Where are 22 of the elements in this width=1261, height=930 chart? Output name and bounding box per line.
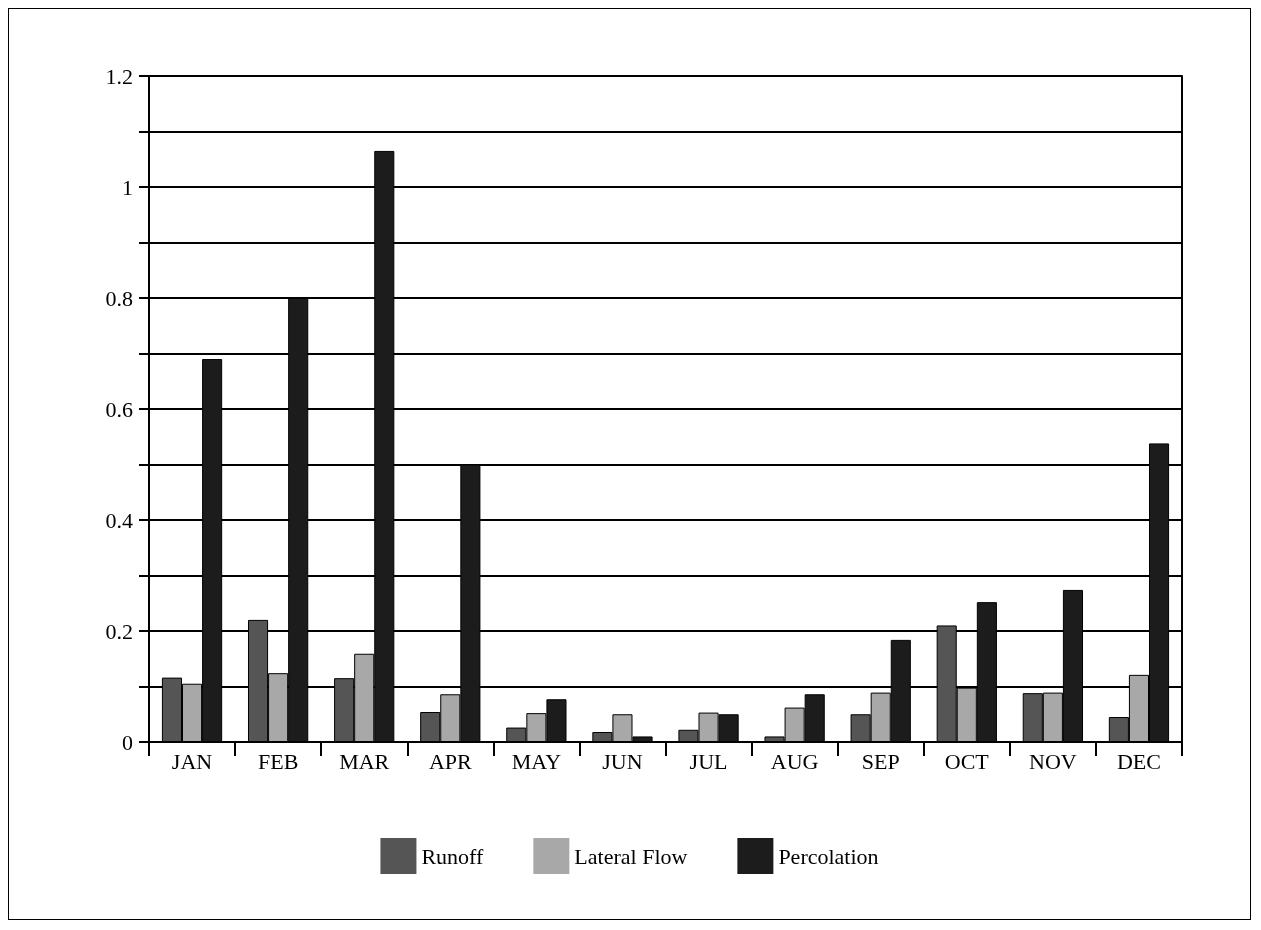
x-tick-label: AUG bbox=[770, 748, 819, 774]
y-tick-label: 0.4 bbox=[105, 507, 133, 533]
y-tick-label: 0.6 bbox=[105, 396, 133, 422]
x-tick-label: JUL bbox=[689, 748, 728, 774]
y-tick-label: 0.2 bbox=[105, 618, 133, 644]
x-tick-label: JUN bbox=[602, 748, 643, 774]
x-tick-label: MAR bbox=[339, 748, 390, 774]
legend-label: Runoff bbox=[421, 843, 485, 869]
y-tick-label: 1.2 bbox=[105, 63, 133, 89]
legend-label: Percolation bbox=[778, 843, 879, 869]
y-tick-label: 0.8 bbox=[105, 285, 133, 311]
y-tick-label: 1 bbox=[122, 174, 133, 200]
x-tick-label: SEP bbox=[861, 748, 900, 774]
x-tick-label: MAY bbox=[511, 748, 562, 774]
legend-label: Lateral Flow bbox=[574, 843, 688, 869]
x-tick-label: JAN bbox=[171, 748, 213, 774]
x-tick-label: FEB bbox=[257, 748, 299, 774]
x-tick-label: OCT bbox=[944, 748, 990, 774]
x-tick-label: APR bbox=[428, 748, 473, 774]
x-tick-label: NOV bbox=[1029, 748, 1077, 774]
x-tick-label: DEC bbox=[1116, 748, 1161, 774]
y-tick-label: 0 bbox=[122, 729, 133, 755]
